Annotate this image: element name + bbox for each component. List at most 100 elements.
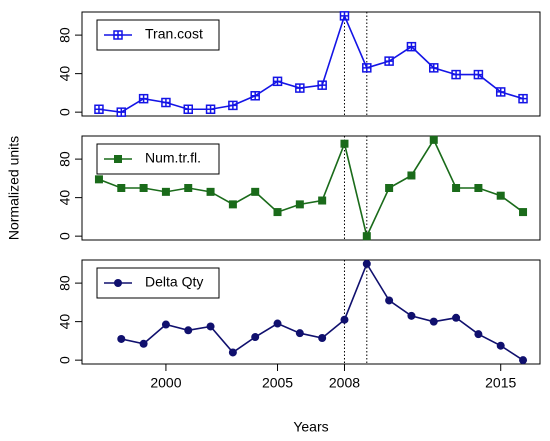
- marker-cross: [139, 94, 148, 103]
- marker-square: [117, 184, 126, 192]
- marker-square: [161, 187, 170, 196]
- marker-circle: [362, 259, 371, 268]
- marker-square: [184, 184, 193, 192]
- x-tick-label: 2008: [329, 375, 360, 391]
- point-marker: [161, 187, 170, 196]
- point-marker: [250, 91, 260, 101]
- marker-circle: [474, 330, 483, 339]
- marker-circle: [407, 311, 416, 320]
- point-marker: [228, 348, 237, 357]
- point-marker: [205, 104, 216, 115]
- point-marker: [183, 104, 193, 115]
- marker-square: [295, 200, 304, 209]
- y-tick-label: 40: [57, 190, 73, 206]
- point-marker: [138, 93, 149, 104]
- point-marker: [317, 80, 327, 90]
- point-marker: [273, 208, 282, 217]
- point-marker: [251, 187, 260, 196]
- point-marker: [385, 296, 394, 305]
- marker-cross: [385, 57, 394, 66]
- point-marker: [340, 315, 349, 324]
- marker-cross: [496, 87, 505, 96]
- y-tick-label: 0: [57, 356, 73, 364]
- point-marker: [295, 200, 304, 209]
- point-marker: [228, 200, 237, 209]
- marker-circle: [228, 348, 237, 357]
- marker-cross: [295, 84, 304, 93]
- marker-cross: [206, 105, 215, 114]
- point-marker: [452, 184, 461, 192]
- marker-square: [362, 232, 371, 241]
- marker-square: [273, 208, 282, 217]
- point-marker: [340, 139, 349, 148]
- point-marker: [94, 175, 103, 184]
- marker-square: [474, 184, 483, 192]
- y-tick-label: 80: [57, 27, 73, 43]
- point-marker: [184, 184, 193, 192]
- point-marker: [117, 334, 126, 343]
- marker-circle: [519, 356, 528, 365]
- point-marker: [295, 83, 305, 93]
- y-tick-label: 0: [57, 232, 73, 240]
- marker-square: [385, 184, 394, 192]
- point-marker: [228, 100, 238, 111]
- marker-cross: [474, 70, 483, 79]
- point-marker: [206, 322, 215, 331]
- marker-cross: [184, 105, 193, 114]
- point-marker: [272, 76, 283, 87]
- y-tick-label: 80: [57, 151, 73, 167]
- point-marker: [518, 93, 528, 104]
- point-marker: [519, 208, 528, 217]
- point-marker: [161, 97, 171, 108]
- x-tick-label: 2015: [485, 375, 516, 391]
- point-marker: [116, 107, 127, 117]
- marker-circle: [114, 279, 122, 287]
- marker-circle: [117, 334, 126, 343]
- point-marker: [474, 330, 483, 339]
- marker-cross: [273, 77, 282, 86]
- marker-cross: [228, 101, 237, 110]
- marker-circle: [251, 333, 260, 342]
- y-tick-label: 0: [57, 108, 73, 116]
- marker-square: [114, 155, 122, 163]
- marker-cross: [407, 42, 416, 51]
- point-marker: [474, 184, 483, 192]
- y-axis-label: Normalized units: [6, 136, 22, 240]
- marker-circle: [496, 341, 505, 350]
- y-tick-label: 80: [57, 275, 73, 291]
- point-marker: [495, 87, 506, 97]
- marker-cross: [318, 81, 327, 90]
- marker-circle: [452, 313, 461, 322]
- point-marker: [429, 63, 439, 73]
- marker-square: [407, 171, 416, 180]
- marker-cross: [94, 105, 103, 114]
- marker-cross: [117, 108, 126, 117]
- legend-label: Tran.cost: [145, 26, 203, 42]
- marker-circle: [340, 315, 349, 324]
- point-marker: [519, 356, 528, 365]
- point-marker: [407, 171, 416, 180]
- point-marker: [206, 187, 215, 196]
- point-marker: [339, 11, 350, 21]
- point-marker: [384, 56, 394, 66]
- marker-square: [228, 200, 237, 209]
- marker-cross: [452, 70, 461, 79]
- legend-label: Num.tr.fl.: [145, 150, 201, 166]
- point-marker: [407, 311, 416, 320]
- point-marker: [139, 339, 148, 348]
- point-marker: [295, 329, 304, 338]
- point-marker: [251, 333, 260, 342]
- point-marker: [385, 184, 394, 192]
- marker-cross: [519, 94, 528, 103]
- x-tick-label: 2000: [150, 375, 181, 391]
- legend-marker: [113, 30, 123, 40]
- marker-circle: [318, 334, 327, 342]
- point-marker: [452, 313, 461, 322]
- legend-label: Delta Qty: [145, 274, 203, 290]
- marker-cross: [161, 98, 170, 107]
- x-tick-label: 2005: [262, 375, 293, 391]
- y-tick-label: 40: [57, 66, 73, 82]
- marker-square: [139, 184, 148, 192]
- marker-cross: [429, 63, 438, 72]
